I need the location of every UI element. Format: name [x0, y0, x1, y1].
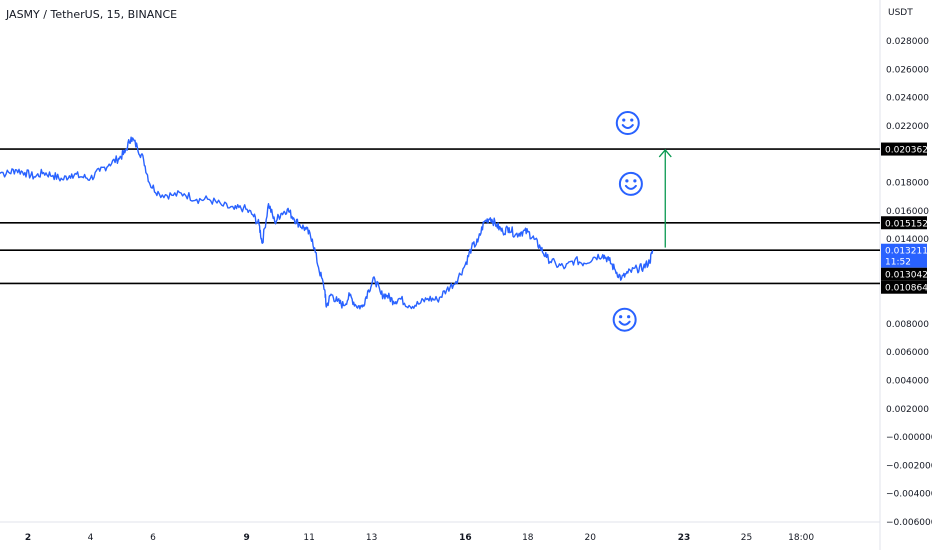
price-tag-label: 0.015152 [885, 219, 928, 229]
chart-title: JASMY / TetherUS, 15, BINANCE [6, 8, 178, 21]
smiley-mouth [621, 124, 634, 130]
y-tick-label: 0.018000 [886, 178, 929, 188]
price-series-line[interactable] [0, 136, 654, 310]
price-tag-label: 0.010864 [885, 284, 928, 294]
y-tick-label: −0.006000 [886, 518, 932, 528]
x-tick-label: 18 [522, 533, 534, 543]
currency-label: USDT [888, 8, 913, 18]
smiley-icon [612, 307, 637, 332]
y-tick-label: −0.000000 [886, 433, 932, 443]
y-tick-label: 0.006000 [886, 348, 929, 358]
y-tick-label: 0.004000 [886, 377, 929, 387]
y-tick-label: 0.016000 [886, 207, 929, 217]
smiley-eye [622, 118, 626, 122]
smiley-eye [627, 315, 631, 319]
price-tag-level [881, 142, 927, 156]
price-tag-level [881, 267, 927, 281]
smiley-eye [619, 315, 623, 319]
smiley-eye [625, 179, 629, 183]
y-tick-label: 0.008000 [886, 320, 929, 330]
x-tick-label: 20 [585, 533, 597, 543]
price-tag-current [881, 243, 927, 268]
smiley-icon [618, 171, 643, 196]
x-tick-label: 16 [459, 533, 472, 543]
smiley-icon [615, 111, 640, 136]
y-tick-label: −0.004000 [886, 490, 932, 500]
y-tick-label: 0.022000 [886, 122, 929, 132]
x-tick-label: 4 [88, 533, 94, 543]
y-tick-label: 0.002000 [886, 405, 929, 415]
x-tick-label: 25 [741, 533, 752, 543]
price-tag-level [881, 280, 927, 294]
price-tag-label: 0.013042 [885, 271, 928, 281]
y-tick-label: 0.024000 [886, 94, 929, 104]
smiley-eye [630, 118, 634, 122]
x-tick-label: 23 [678, 533, 691, 543]
smiley-mouth [624, 184, 637, 190]
smiley-eye [633, 179, 637, 183]
x-tick-label: 6 [150, 533, 156, 543]
x-tick-label: 13 [366, 533, 377, 543]
y-tick-label: −0.002000 [886, 461, 932, 471]
y-tick-label: 0.028000 [886, 37, 929, 47]
target-arrow-head [658, 148, 672, 158]
price-tag-label: 0.020362 [885, 146, 928, 156]
price-tag-level [881, 216, 927, 230]
price-tag-time: 11:52 [885, 258, 911, 268]
smiley-mouth [618, 320, 631, 326]
x-tick-label: 11 [303, 533, 314, 543]
x-tick-label: 18:00 [788, 533, 814, 543]
y-tick-label: 0.014000 [886, 235, 929, 245]
price-tag-label: 0.013211 [885, 247, 928, 257]
x-tick-label: 2 [25, 533, 31, 543]
x-tick-label: 9 [244, 533, 250, 543]
y-tick-label: 0.026000 [886, 65, 929, 75]
